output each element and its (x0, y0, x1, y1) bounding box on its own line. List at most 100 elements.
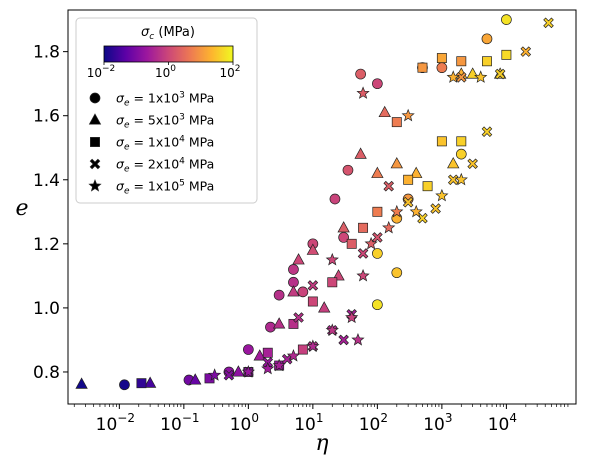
data-point-triangle (371, 166, 384, 178)
y-tick-label: 1.8 (33, 43, 60, 63)
data-point-star (409, 204, 423, 218)
data-point-star (241, 365, 255, 378)
x-tick-label: 102 (359, 411, 388, 435)
plot-frame (67, 9, 577, 405)
colorbar-tick-label: 102 (219, 64, 240, 80)
data-point-star (272, 358, 286, 372)
x-tick-label: 104 (488, 411, 517, 435)
data-point-star (356, 86, 370, 99)
colorbar-ticks: 10−2 100 102 (87, 62, 241, 80)
legend-label: σe = 1x104 MPa (116, 135, 214, 153)
colorbar (103, 45, 234, 63)
y-tick-label: 1.6 (33, 107, 60, 127)
data-point-square (288, 318, 299, 329)
colorbar-tick-label: 100 (155, 64, 176, 80)
data-point-circle (372, 299, 383, 311)
data-point-square (391, 117, 402, 128)
data-point-triangle (410, 166, 423, 178)
data-point-triangle (75, 377, 88, 389)
data-point-square (417, 62, 428, 73)
data-point-square (482, 56, 492, 67)
data-point-square (456, 56, 467, 67)
legend-marker-square (90, 137, 100, 147)
data-point-x (430, 203, 441, 214)
data-point-triangle (287, 285, 300, 297)
data-point-x (467, 158, 478, 170)
data-point-circle (372, 78, 383, 90)
data-point-star (390, 204, 404, 218)
data-point-circle (273, 289, 285, 301)
data-point-triangle (337, 221, 350, 233)
data-point-x (543, 17, 554, 29)
y-tick-label: 1.2 (33, 235, 60, 255)
x-tick-label: 100 (230, 411, 259, 435)
data-point-circle (329, 193, 341, 205)
y-tick-label: 1.4 (33, 171, 60, 191)
data-point-circle (342, 164, 354, 176)
data-point-square (501, 49, 512, 60)
data-point-triangle (143, 376, 157, 388)
data-point-star (286, 348, 301, 362)
data-point-circle (436, 62, 448, 74)
data-point-x (494, 68, 506, 80)
data-point-star (261, 361, 275, 375)
data-point-x (447, 174, 459, 186)
data-point-square (307, 296, 318, 307)
data-point-x (417, 212, 428, 224)
legend-label: σe = 1x103 MPa (116, 91, 214, 109)
data-point-square (297, 344, 308, 355)
data-point-triangle (318, 301, 331, 313)
data-point-circle (481, 33, 493, 45)
data-point-x (338, 334, 349, 346)
data-point-star (306, 339, 320, 352)
legend-marker-x (89, 158, 101, 170)
data-point-x (223, 369, 235, 381)
data-point-triangle (306, 243, 320, 255)
data-point-triangle (390, 157, 403, 169)
data-point-star (446, 70, 460, 83)
data-point-circle (338, 232, 349, 243)
data-point-star (435, 188, 449, 202)
data-point-square (422, 181, 433, 192)
legend-marker-star (88, 179, 102, 192)
data-point-star (364, 236, 378, 250)
data-point-square (346, 238, 357, 249)
y-axis: 0.8 1.0 1.2 1.4 1.6 1.8 (33, 43, 68, 383)
data-point-circle (119, 379, 130, 391)
data-point-circle (297, 286, 309, 298)
data-point-circle (501, 14, 512, 25)
legend-label: σe = 1x105 MPa (116, 179, 214, 197)
data-point-square (436, 136, 447, 147)
data-point-square (136, 378, 147, 389)
data-point-circle (391, 267, 403, 279)
legend-marker-triangle (88, 113, 102, 125)
x-axis-title: η (315, 431, 328, 456)
data-point-circle (288, 264, 299, 275)
x-axis: 10−2 10−1 100 101 102 103 104 (73, 404, 569, 435)
data-point-x (520, 46, 532, 57)
data-point-square (436, 53, 447, 63)
data-point-square (358, 222, 369, 233)
x-tick-label: 101 (294, 411, 323, 435)
data-point-x (307, 280, 319, 291)
legend-label: σe = 5x103 MPa (116, 113, 214, 131)
data-point-circle (372, 248, 383, 259)
x-tick-label: 10−2 (96, 411, 135, 435)
data-point-x (402, 196, 414, 208)
x-tick-label: 103 (423, 411, 452, 435)
data-point-square (456, 136, 467, 147)
data-point-triangle (253, 349, 266, 361)
data-point-x (293, 312, 304, 323)
colorbar-title: σc (MPa) (141, 25, 195, 42)
legend-box (75, 17, 258, 204)
legend-marker-circle (89, 92, 101, 104)
data-point-circle (243, 344, 254, 355)
data-point-triangle (272, 317, 286, 329)
y-axis-title: e (15, 196, 28, 221)
data-point-star (208, 368, 222, 381)
data-point-star (356, 268, 370, 282)
data-point-x (372, 232, 383, 243)
data-point-triangle (189, 373, 202, 385)
data-point-circle (355, 68, 366, 80)
